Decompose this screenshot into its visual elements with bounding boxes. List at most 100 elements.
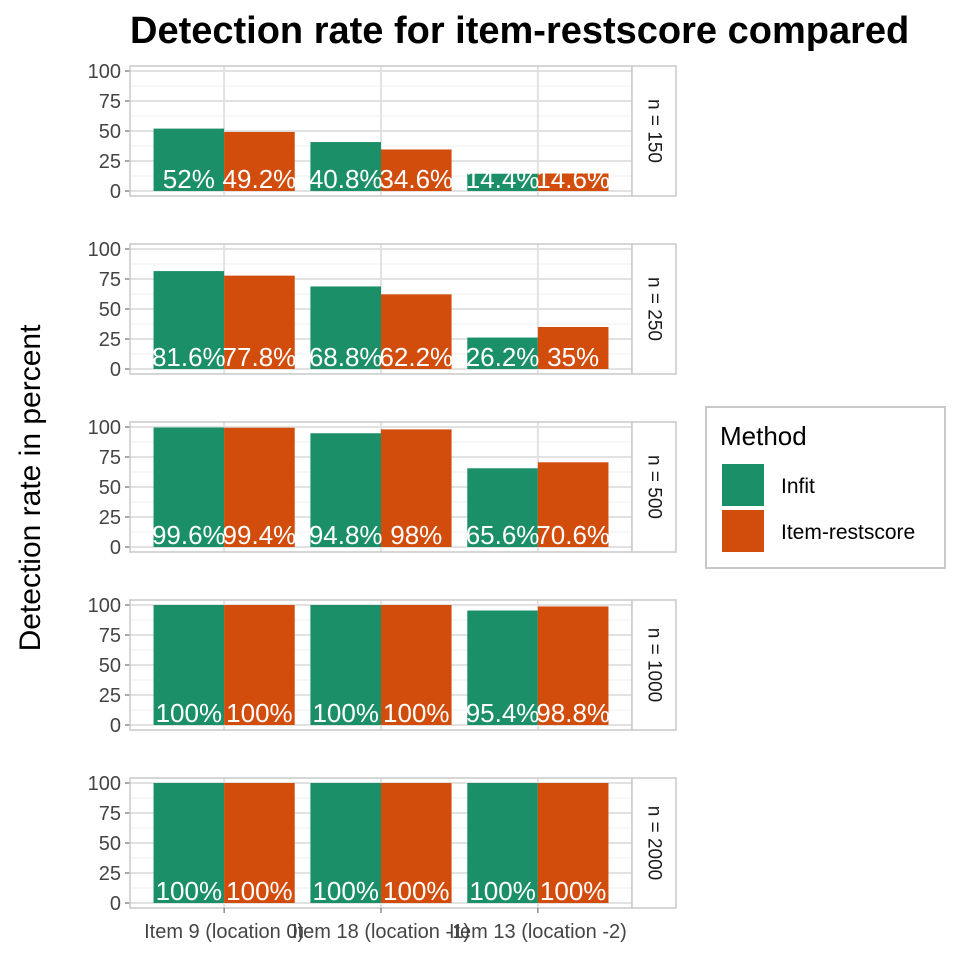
facet-panels: 0 25 50 75 100 52% 40.8% 14.4% 49.2% 34.6% 14.6% n … xyxy=(88,61,677,915)
data-label: 70.6% xyxy=(536,520,610,550)
legend: Method Infit Item-restscore xyxy=(705,406,946,569)
y-tick-label: 0 xyxy=(110,359,121,381)
y-tick-label: 75 xyxy=(99,269,121,291)
data-label: 34.6% xyxy=(379,164,453,194)
data-label: 100% xyxy=(312,876,379,906)
y-tick-label: 75 xyxy=(99,625,121,647)
y-tick-label: 75 xyxy=(99,803,121,825)
legend-swatch xyxy=(722,464,764,506)
y-tick-label: 100 xyxy=(88,595,121,617)
data-label: 26.2% xyxy=(466,342,540,372)
facet-strip xyxy=(631,243,677,375)
y-tick-label: 50 xyxy=(99,655,121,677)
y-tick-label: 25 xyxy=(99,685,121,707)
bar xyxy=(224,427,295,547)
y-tick-label: 75 xyxy=(99,91,121,113)
data-label: 65.6% xyxy=(466,520,540,550)
y-tick-label: 100 xyxy=(88,773,121,795)
bar xyxy=(537,462,609,547)
legend-title: Method xyxy=(720,421,807,451)
data-label: 100% xyxy=(383,698,450,728)
y-tick-label: 25 xyxy=(99,863,121,885)
data-label: 100% xyxy=(226,698,293,728)
data-label: 100% xyxy=(156,876,223,906)
bar xyxy=(153,427,225,547)
x-axis-ticks: Item 9 (location 0)Item 18 (location -1)… xyxy=(144,908,627,943)
bar xyxy=(381,429,452,547)
data-label: 100% xyxy=(469,876,536,906)
facet-panel: 0 25 50 75 100 99.6% 94.8% 65.6% 99.4% 98% 70.6% n … xyxy=(88,417,677,559)
x-tick-label: Item 13 (location -2) xyxy=(449,921,627,943)
facet-strip-label: n = 2000 xyxy=(644,806,665,881)
chart-title: Detection rate for item-restscore compar… xyxy=(130,10,909,52)
bar xyxy=(224,605,295,725)
bar xyxy=(467,783,538,903)
y-tick-label: 25 xyxy=(99,507,121,529)
data-label: 99.6% xyxy=(152,520,226,550)
y-axis-label: Detection rate in percent xyxy=(14,324,47,652)
data-label: 100% xyxy=(226,876,293,906)
bar xyxy=(310,142,381,191)
data-label: 14.4% xyxy=(466,164,540,194)
y-tick-label: 0 xyxy=(110,893,121,915)
x-tick-label: Item 9 (location 0) xyxy=(144,921,304,943)
bar xyxy=(537,606,609,725)
facet-panel: 0 25 50 75 100 52% 40.8% 14.4% 49.2% 34.6% 14.6% n … xyxy=(88,61,677,203)
legend-label: Item-restscore xyxy=(781,521,915,544)
bar xyxy=(467,337,538,369)
bar xyxy=(310,605,381,725)
bar xyxy=(310,286,381,369)
bar xyxy=(153,605,225,725)
bar xyxy=(153,783,225,903)
data-label: 100% xyxy=(312,698,379,728)
y-tick-label: 0 xyxy=(110,181,121,203)
y-tick-label: 50 xyxy=(99,299,121,321)
bar xyxy=(310,433,381,547)
bar xyxy=(467,610,538,725)
data-label: 98.8% xyxy=(536,698,610,728)
bar xyxy=(381,783,452,903)
data-label: 14.6% xyxy=(536,164,610,194)
data-label: 62.2% xyxy=(379,342,453,372)
facet-strip-label: n = 150 xyxy=(644,99,665,163)
x-tick-label: Item 18 (location -1) xyxy=(292,921,470,943)
data-label: 100% xyxy=(540,876,607,906)
y-tick-label: 50 xyxy=(99,833,121,855)
bar xyxy=(537,783,609,903)
y-tick-label: 50 xyxy=(99,477,121,499)
y-tick-label: 100 xyxy=(88,61,121,83)
y-tick-label: 100 xyxy=(88,417,121,439)
data-label: 81.6% xyxy=(152,342,226,372)
facet-strip-label: n = 250 xyxy=(644,277,665,341)
y-tick-label: 0 xyxy=(110,715,121,737)
data-label: 35% xyxy=(547,342,599,372)
data-label: 49.2% xyxy=(223,164,297,194)
data-label: 99.4% xyxy=(223,520,297,550)
bar xyxy=(381,149,452,191)
bar xyxy=(310,783,381,903)
data-label: 100% xyxy=(383,876,450,906)
data-label: 68.8% xyxy=(309,342,383,372)
bar xyxy=(381,605,452,725)
y-tick-label: 100 xyxy=(88,239,121,261)
bar xyxy=(537,327,609,369)
facet-strip xyxy=(631,777,677,909)
data-label: 77.8% xyxy=(223,342,297,372)
bar xyxy=(224,783,295,903)
facet-strip xyxy=(631,599,677,731)
data-label: 52% xyxy=(163,164,215,194)
bar xyxy=(467,173,538,191)
bar xyxy=(381,294,452,369)
y-tick-label: 25 xyxy=(99,151,121,173)
y-tick-label: 25 xyxy=(99,329,121,351)
y-tick-label: 75 xyxy=(99,447,121,469)
facet-panel: 0 25 50 75 100 81.6% 68.8% 26.2% 77.8% 62.2% 35% n … xyxy=(88,239,677,381)
bar xyxy=(153,271,225,369)
facet-strip-label: n = 1000 xyxy=(644,628,665,703)
legend-label: Infit xyxy=(781,475,815,498)
facet-strip xyxy=(631,421,677,553)
bar xyxy=(467,468,538,547)
data-label: 100% xyxy=(156,698,223,728)
